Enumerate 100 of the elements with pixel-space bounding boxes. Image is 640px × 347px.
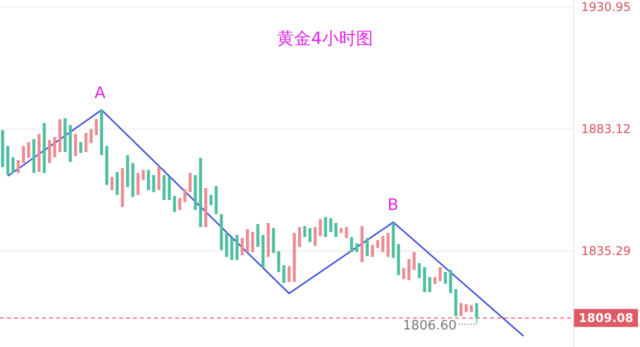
candlestick [454, 289, 458, 316]
candlestick [314, 227, 317, 246]
candlestick [303, 226, 306, 238]
candlestick [340, 228, 343, 233]
candlestick [386, 232, 390, 257]
candlestick [256, 224, 260, 247]
candlestick [396, 244, 400, 276]
annotation: B [388, 195, 398, 214]
candlestick [402, 268, 406, 280]
candlestick [308, 228, 312, 242]
candlestick [376, 240, 380, 248]
candlestick [199, 158, 202, 228]
candlestick [225, 232, 228, 257]
candlestick [188, 172, 192, 192]
candlestick [292, 232, 296, 282]
candlestick [329, 218, 332, 232]
candlestick [58, 119, 62, 152]
candlestick [240, 238, 244, 256]
candlestick [162, 175, 166, 200]
candlestick [16, 160, 20, 173]
candlestick [392, 223, 395, 258]
candlestick [1, 130, 4, 168]
candlestick [423, 267, 426, 292]
text: 黄金4小时图 [277, 29, 373, 49]
candlestick [433, 277, 436, 284]
candlestick [282, 265, 286, 283]
candlestick [105, 146, 108, 185]
candlestick [146, 170, 150, 190]
candlestick [475, 303, 478, 325]
candlestick [324, 217, 328, 238]
candlestick [350, 237, 354, 252]
candlestick [204, 188, 208, 228]
candlestick [298, 227, 302, 247]
candlestick [22, 146, 25, 164]
candlestick [12, 157, 15, 173]
candlestick [220, 214, 223, 250]
candlestick [209, 194, 212, 206]
candlestick [418, 263, 421, 278]
candlestick [277, 251, 280, 272]
candlestick [94, 119, 98, 135]
candlestick [27, 142, 30, 158]
candlestick [142, 170, 145, 180]
candlestick [370, 244, 374, 257]
candlestick [120, 168, 124, 207]
candlestick [152, 175, 156, 192]
candlestick [131, 163, 134, 197]
annotation: A [94, 83, 106, 102]
y-tick-label: 1835.29 [581, 244, 631, 258]
y-tick-label: 1930.95 [581, 0, 631, 14]
candlestick [74, 134, 78, 156]
candlestick [360, 226, 364, 262]
candlestick [116, 172, 119, 195]
candlestick [178, 198, 182, 210]
candlestick [438, 267, 442, 282]
candlestick [53, 137, 56, 158]
candlestick [470, 305, 473, 312]
candlestick [381, 236, 384, 252]
candlestick [90, 129, 93, 144]
candlestick [334, 223, 338, 238]
annotation: 1806.60 [402, 318, 457, 334]
candlestick [230, 238, 234, 260]
candlestick [6, 146, 10, 176]
y-tick-label: 1883.12 [581, 122, 631, 136]
candlestick [251, 232, 254, 252]
candlestick [173, 196, 176, 212]
candlestick [110, 177, 114, 190]
candlestick [246, 229, 249, 252]
candlestick [262, 234, 265, 268]
candlestick [84, 132, 88, 152]
candlestick [68, 125, 72, 162]
candlestick [183, 189, 186, 202]
candlestick [79, 142, 82, 154]
candlestick [272, 228, 275, 254]
candlestick [288, 266, 291, 282]
candlestick [48, 140, 51, 164]
candlestick [428, 277, 432, 292]
candlestick [236, 234, 239, 260]
candlestick [32, 139, 36, 173]
candlestick [64, 118, 67, 152]
ref-line-label: 1809.08 [578, 310, 634, 325]
candlestick [42, 122, 46, 173]
candlestick [168, 177, 171, 200]
candlestick [194, 175, 197, 210]
candlestick [318, 219, 322, 236]
candlestick [136, 172, 140, 195]
candlestick [344, 227, 348, 238]
candlestick [444, 272, 447, 284]
candlestick [266, 223, 270, 257]
candlestick [407, 258, 410, 280]
candlestick [38, 134, 41, 172]
candlestick [355, 243, 358, 252]
candlestick [464, 304, 468, 312]
candlestick [126, 155, 130, 188]
candlestick [412, 252, 416, 270]
candlestick [449, 270, 452, 294]
candlestick [366, 238, 369, 256]
candlestick [460, 303, 463, 316]
candlestick [214, 186, 218, 214]
candlestick [100, 110, 104, 156]
candlestick [157, 167, 160, 190]
